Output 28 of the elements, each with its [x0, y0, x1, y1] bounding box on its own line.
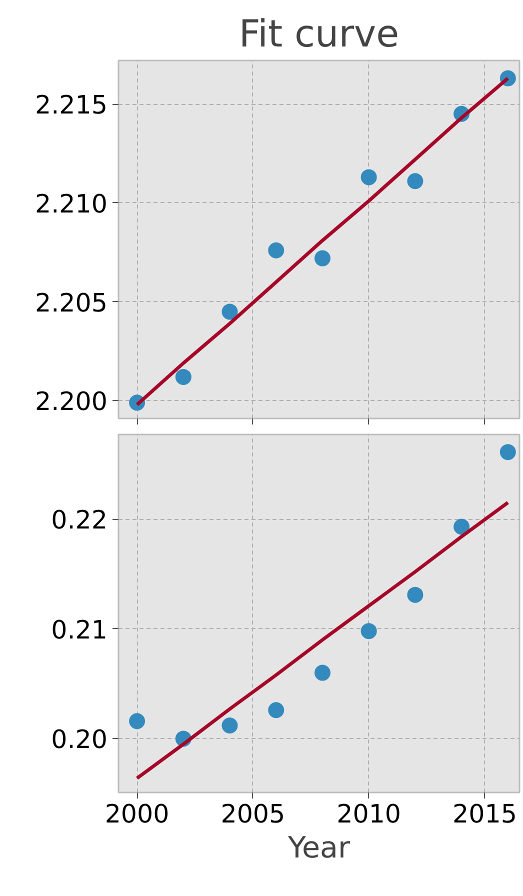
point: [314, 664, 330, 681]
point: [407, 586, 424, 603]
y-tick-label: 2.205: [34, 287, 108, 318]
point: [175, 368, 192, 385]
point: [500, 444, 516, 460]
x-tick-label: 2010: [336, 798, 402, 828]
point: [268, 242, 284, 258]
x-axis-title: Year: [286, 830, 351, 864]
y-tick-label: 2.215: [34, 90, 108, 120]
y-tick-label: 2.210: [34, 188, 108, 218]
point: [268, 702, 284, 718]
x-tick-label: 2000: [104, 798, 170, 828]
x-tick-label: 2005: [220, 798, 286, 828]
point: [129, 713, 146, 730]
y-tick-label: 0.20: [51, 724, 108, 754]
point: [360, 169, 377, 186]
point: [314, 250, 330, 266]
chart-title: Fit curve: [238, 12, 400, 56]
y-tick-label: 2.200: [34, 386, 108, 416]
x-tick-label: 2015: [452, 798, 517, 828]
line-series: [135, 500, 510, 780]
point: [407, 173, 424, 190]
point: [222, 304, 238, 320]
point: [360, 623, 377, 640]
point: [222, 718, 238, 734]
y-tick-label: 0.22: [51, 504, 108, 535]
y-tick-label: 0.21: [51, 614, 108, 644]
point: [454, 518, 470, 535]
